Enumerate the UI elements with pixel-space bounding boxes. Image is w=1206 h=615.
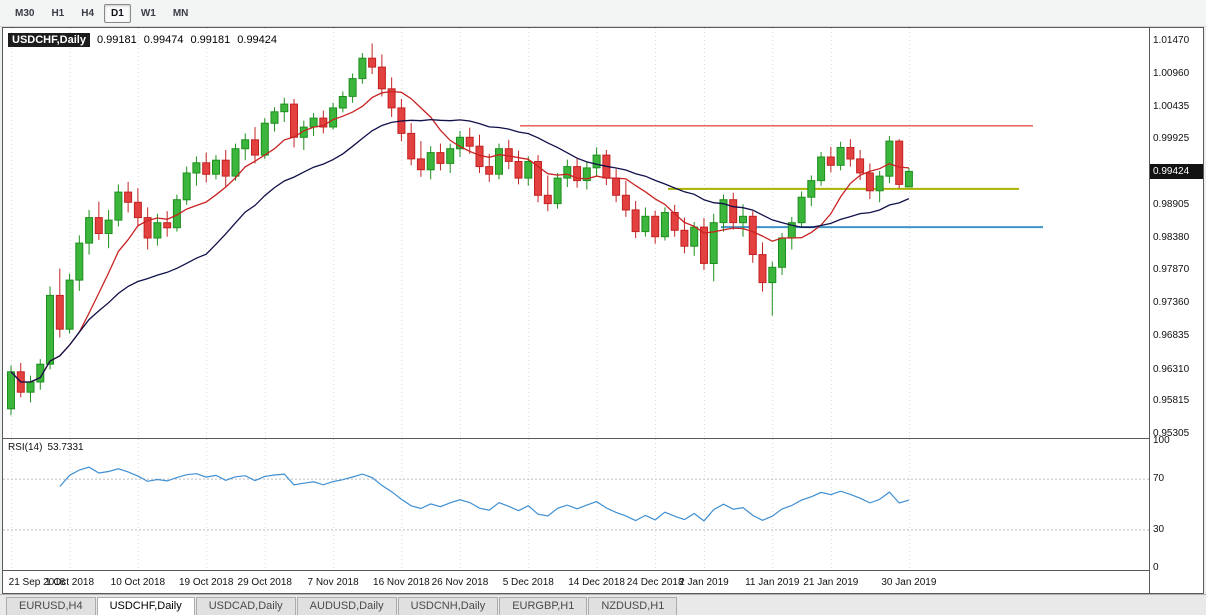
time-axis-label: 11 Jan 2019 — [745, 577, 800, 588]
close-value: 0.99424 — [237, 34, 278, 46]
time-axis-label: 16 Nov 2018 — [373, 577, 430, 588]
symbol-period-label: USDCHF,Daily — [8, 33, 90, 47]
chart-tab-nzdusd-h1[interactable]: NZDUSD,H1 — [588, 597, 678, 615]
time-axis-label: 7 Nov 2018 — [307, 577, 359, 588]
rsi-indicator-label: RSI(14) 53.7331 — [8, 442, 84, 453]
time-axis-label: 1 Oct 2018 — [45, 577, 95, 588]
time-axis[interactable]: 21 Sep 2018 1 Oct 2018 10 Oct 2018 19 Oct 2… — [3, 571, 1149, 593]
main-chart-pane[interactable]: USDCHF,Daily 0.99181 0.99474 0.99181 0.9… — [3, 28, 1149, 439]
rsi-axis-label: 0 — [1153, 562, 1159, 573]
chart-window: USDCHF,Daily 0.99181 0.99474 0.99181 0.9… — [2, 27, 1204, 594]
time-axis-label: 21 Jan 2019 — [803, 577, 859, 588]
timeframe-button-w1[interactable]: W1 — [134, 4, 163, 23]
chart-tab-usdchf-daily[interactable]: USDCHF,Daily — [96, 597, 195, 615]
price-axis-label: 1.01470 — [1153, 35, 1190, 46]
timeframe-button-mn[interactable]: MN — [166, 4, 196, 23]
timeframe-button-d1[interactable]: D1 — [104, 3, 131, 23]
timeframe-button-m30[interactable]: M30 — [8, 4, 41, 23]
price-axis-label: 0.97870 — [1153, 264, 1190, 276]
ma-fast-red — [10, 90, 909, 383]
rsi-line — [59, 466, 910, 522]
time-axis-label: 2 Jan 2019 — [679, 577, 729, 588]
time-axis-label: 14 Dec 2018 — [568, 577, 625, 588]
time-axis-label: 29 Oct 2018 — [237, 577, 292, 588]
chart-tab-eurgbp-h1[interactable]: EURGBP,H1 — [499, 597, 588, 615]
time-axis-label: 5 Dec 2018 — [502, 577, 554, 588]
price-axis-label: 1.00960 — [1153, 67, 1190, 79]
time-axis-label: 24 Dec 2018 — [626, 577, 684, 588]
price-axis-label: 1.00435 — [1153, 100, 1190, 112]
timeframe-button-h4[interactable]: H4 — [74, 4, 101, 23]
current-price-tag: 0.99424 — [1150, 164, 1203, 180]
chart-tab-audusd-daily[interactable]: AUDUSD,Daily — [296, 597, 397, 615]
rsi-axis-label: 30 — [1153, 523, 1165, 535]
chart-tab-eurusd-h4[interactable]: EURUSD,H4 — [6, 597, 96, 615]
candlestick-chart[interactable] — [3, 28, 1149, 438]
timeframe-toolbar: M30 H1 H4 D1 W1 MN — [0, 0, 1206, 27]
candlestick-series — [7, 43, 913, 416]
time-axis-label: 21 Sep 2018 — [8, 577, 66, 588]
price-axis-label: 0.96310 — [1153, 363, 1190, 375]
ma-slow-navy — [10, 118, 910, 383]
price-axis-label: 0.96835 — [1153, 330, 1190, 342]
open-value: 0.99181 — [96, 34, 137, 46]
price-axis-label: 0.98380 — [1153, 231, 1190, 243]
rsi-axis-label: 70 — [1153, 473, 1165, 485]
price-axis[interactable]: 0.99424 1.01470 1.00960 1.00435 0.99925 0.98… — [1149, 28, 1203, 593]
price-axis-label: 0.99925 — [1153, 133, 1190, 145]
rsi-axis-label: 100 — [1153, 435, 1170, 446]
rsi-name: RSI(14) — [8, 442, 43, 453]
low-value: 0.99181 — [190, 34, 231, 46]
rsi-pane[interactable]: RSI(14) 53.7331 — [3, 439, 1149, 571]
rsi-chart[interactable] — [3, 439, 1149, 570]
price-axis-label: 0.98905 — [1153, 198, 1190, 210]
chart-tab-bar: EURUSD,H4 USDCHF,Daily USDCAD,Daily AUDUSD,… — [0, 594, 1206, 615]
price-axis-label: 0.97360 — [1153, 297, 1190, 308]
chart-tab-usdcad-daily[interactable]: USDCAD,Daily — [195, 597, 296, 615]
price-axis-label: 0.95815 — [1153, 395, 1190, 407]
time-axis-label: 10 Oct 2018 — [110, 577, 166, 588]
ohlc-header: USDCHF,Daily 0.99181 0.99474 0.99181 0.9… — [8, 33, 277, 47]
time-axis-label: 26 Nov 2018 — [431, 577, 489, 588]
high-value: 0.99474 — [143, 34, 184, 46]
chart-tab-usdcnh-daily[interactable]: USDCNH,Daily — [397, 597, 499, 615]
time-axis-label: 30 Jan 2019 — [881, 577, 937, 588]
timeframe-button-h1[interactable]: H1 — [44, 4, 71, 23]
rsi-current-value: 53.7331 — [47, 442, 84, 453]
time-axis-label: 19 Oct 2018 — [178, 577, 234, 588]
price-axis-label: 0.95305 — [1153, 428, 1190, 439]
